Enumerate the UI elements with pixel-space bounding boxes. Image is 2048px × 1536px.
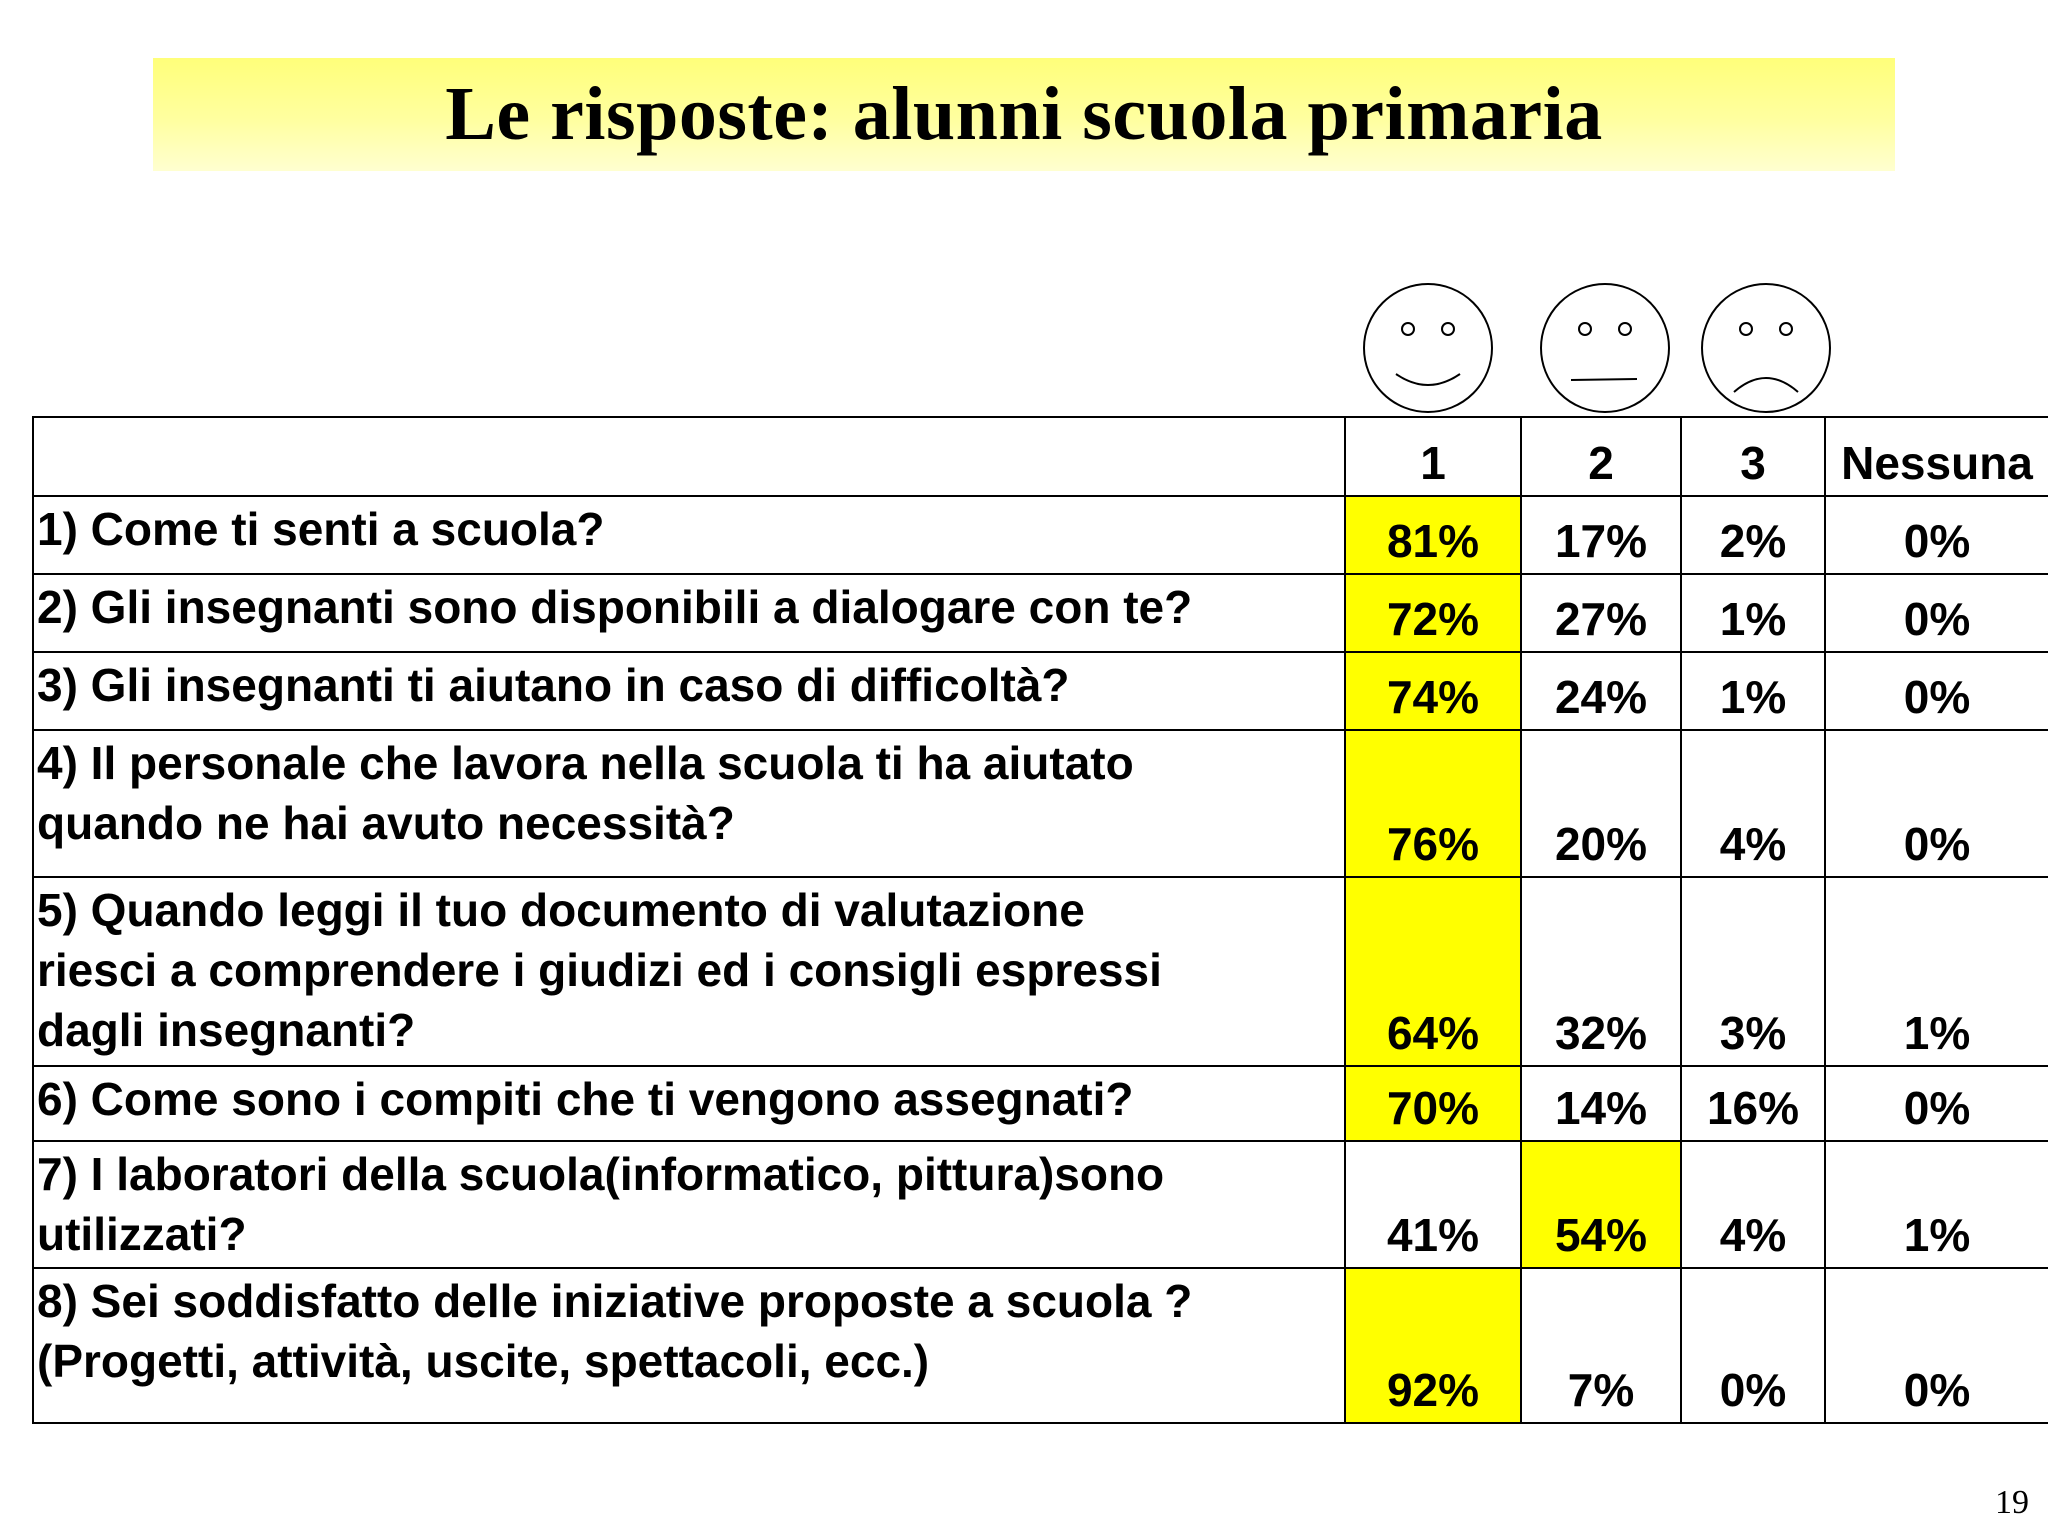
value-cell-3: 0% (1680, 1267, 1826, 1424)
value-cell-2: 20% (1520, 729, 1682, 878)
value-cell-2: 32% (1520, 876, 1682, 1067)
value-cell-2: 24% (1520, 651, 1682, 731)
happy-face-icon (1363, 283, 1493, 413)
value-cell-2: 7% (1520, 1267, 1682, 1424)
value-cell-nessuna: 0% (1824, 729, 2048, 878)
value-cell-1: 76% (1344, 729, 1522, 878)
value-cell-2: 17% (1520, 495, 1682, 575)
value-cell-1: 92% (1344, 1267, 1522, 1424)
value-cell-3: 4% (1680, 1140, 1826, 1269)
sad-face-icon (1701, 283, 1831, 413)
value-cell-nessuna: 0% (1824, 651, 2048, 731)
value-cell-3: 3% (1680, 876, 1826, 1067)
question-cell: 8) Sei soddisfatto delle iniziative prop… (32, 1267, 1346, 1424)
value-cell-3: 1% (1680, 573, 1826, 653)
header-cell-3: 3 (1680, 416, 1826, 497)
value-cell-1: 72% (1344, 573, 1522, 653)
header-cell-question (32, 416, 1346, 497)
value-cell-3: 2% (1680, 495, 1826, 575)
question-cell: 5) Quando leggi il tuo documento di valu… (32, 876, 1346, 1067)
results-table: 1 2 3 Nessuna 1) Come ti senti a scuola?… (32, 416, 2048, 1424)
header-cell-2: 2 (1520, 416, 1682, 497)
table-row: 2) Gli insegnanti sono disponibili a dia… (32, 573, 2048, 653)
question-cell: 6) Come sono i compiti che ti vengono as… (32, 1065, 1346, 1142)
value-cell-nessuna: 0% (1824, 1267, 2048, 1424)
table-row: 3) Gli insegnanti ti aiutano in caso di … (32, 651, 2048, 731)
table-row: 7) I laboratori della scuola(informatico… (32, 1140, 2048, 1269)
question-cell: 3) Gli insegnanti ti aiutano in caso di … (32, 651, 1346, 731)
table-row: 1) Come ti senti a scuola? 81% 17% 2% 0% (32, 495, 2048, 575)
table-row: 8) Sei soddisfatto delle iniziative prop… (32, 1267, 2048, 1424)
table-row: 5) Quando leggi il tuo documento di valu… (32, 876, 2048, 1067)
value-cell-nessuna: 1% (1824, 876, 2048, 1067)
table-row: 4) Il personale che lavora nella scuola … (32, 729, 2048, 878)
question-cell: 2) Gli insegnanti sono disponibili a dia… (32, 573, 1346, 653)
value-cell-1: 70% (1344, 1065, 1522, 1142)
value-cell-1: 41% (1344, 1140, 1522, 1269)
value-cell-3: 16% (1680, 1065, 1826, 1142)
value-cell-nessuna: 1% (1824, 1140, 2048, 1269)
table-header-row: 1 2 3 Nessuna (32, 416, 2048, 497)
page-number: 19 (1995, 1484, 2029, 1521)
value-cell-2: 54% (1520, 1140, 1682, 1269)
slide-title: Le risposte: alunni scuola primaria (445, 72, 1603, 156)
value-cell-nessuna: 0% (1824, 573, 2048, 653)
value-cell-2: 27% (1520, 573, 1682, 653)
header-cell-1: 1 (1344, 416, 1522, 497)
value-cell-1: 81% (1344, 495, 1522, 575)
table-row: 6) Come sono i compiti che ti vengono as… (32, 1065, 2048, 1142)
value-cell-1: 64% (1344, 876, 1522, 1067)
value-cell-nessuna: 0% (1824, 495, 2048, 575)
question-cell: 1) Come ti senti a scuola? (32, 495, 1346, 575)
question-cell: 4) Il personale che lavora nella scuola … (32, 729, 1346, 878)
value-cell-2: 14% (1520, 1065, 1682, 1142)
slide-title-banner: Le risposte: alunni scuola primaria (153, 58, 1895, 171)
neutral-face-icon (1540, 283, 1670, 413)
value-cell-nessuna: 0% (1824, 1065, 2048, 1142)
value-cell-3: 4% (1680, 729, 1826, 878)
header-cell-nessuna: Nessuna (1824, 416, 2048, 497)
value-cell-1: 74% (1344, 651, 1522, 731)
value-cell-3: 1% (1680, 651, 1826, 731)
question-cell: 7) I laboratori della scuola(informatico… (32, 1140, 1346, 1269)
